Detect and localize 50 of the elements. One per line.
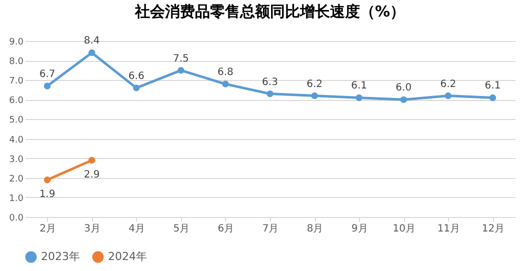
y-tick-label: 4.0 xyxy=(9,135,24,146)
y-tick-label: 7.0 xyxy=(9,76,24,87)
point xyxy=(178,66,184,74)
data-label: 8.4 xyxy=(84,36,100,47)
x-tick-label: 5月 xyxy=(173,224,190,234)
point xyxy=(356,94,362,102)
y-tick-label: 5.0 xyxy=(9,116,24,126)
point xyxy=(44,82,51,90)
x-tick-label: 9月 xyxy=(351,224,368,234)
data-label: 6.3 xyxy=(262,76,278,88)
point xyxy=(44,176,51,184)
point xyxy=(133,84,140,92)
point xyxy=(266,90,274,98)
point xyxy=(311,92,318,100)
y-tick-label: 6.0 xyxy=(9,96,24,106)
x-tick-label: 7月 xyxy=(262,224,279,234)
x-tick-label: 8月 xyxy=(306,224,324,234)
data-label: 6.6 xyxy=(128,70,144,82)
chart-title: 社会消费品零售总额同比增长速度（%） xyxy=(134,2,406,21)
y-tick-label: 8.0 xyxy=(9,57,24,68)
point xyxy=(222,80,229,88)
x-tick-label: 6月 xyxy=(218,224,234,234)
y-tick-label: 2.0 xyxy=(9,174,24,184)
legend-label: 2024年 xyxy=(108,250,147,263)
point xyxy=(489,94,496,102)
data-label: 6.2 xyxy=(440,78,456,90)
data-label: 6.1 xyxy=(484,80,501,92)
point xyxy=(444,92,452,100)
x-tick-label: 10月 xyxy=(392,224,416,234)
x-tick-label: 2月 xyxy=(40,224,56,234)
data-label: 6.7 xyxy=(39,68,56,80)
x-tick-label: 12月 xyxy=(482,224,505,234)
x-tick-label: 4月 xyxy=(128,224,146,234)
data-label: 7.5 xyxy=(172,53,189,64)
point xyxy=(400,96,407,104)
data-label: 6.8 xyxy=(218,67,234,78)
x-tick-label: 3月 xyxy=(84,224,101,234)
y-tick-label: 0.0 xyxy=(9,214,24,224)
point xyxy=(88,49,96,56)
legend-label: 2023年 xyxy=(41,250,80,263)
data-label: 2.9 xyxy=(84,169,100,180)
y-tick-label: 9.0 xyxy=(9,38,24,48)
data-label: 6.0 xyxy=(396,82,412,94)
y-tick-label: 1.0 xyxy=(9,194,24,204)
x-tick-label: 11月 xyxy=(437,224,460,234)
y-tick-label: 3.0 xyxy=(9,154,24,165)
data-label: 6.2 xyxy=(306,78,322,90)
data-label: 6.1 xyxy=(351,80,368,92)
data-label: 1.9 xyxy=(39,188,56,200)
point xyxy=(88,156,96,164)
